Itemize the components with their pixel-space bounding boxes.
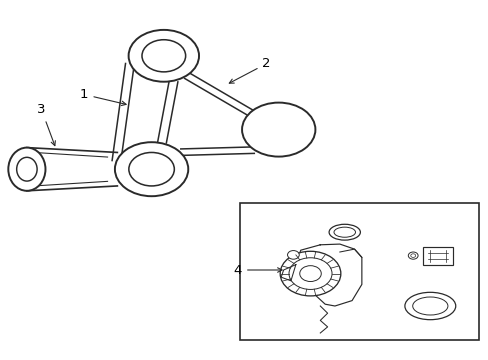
Ellipse shape [280,251,340,296]
Bar [239,203,478,340]
Ellipse shape [407,252,417,259]
Text: 1: 1 [80,88,126,105]
Ellipse shape [288,258,331,289]
Ellipse shape [328,224,360,240]
Text: 4: 4 [233,264,282,276]
Ellipse shape [287,251,299,259]
Ellipse shape [115,142,188,196]
Bar [422,247,452,265]
Text: 2: 2 [229,57,270,83]
Ellipse shape [412,297,447,315]
Ellipse shape [410,254,415,257]
Ellipse shape [333,227,355,237]
Ellipse shape [242,103,315,157]
Ellipse shape [404,292,455,320]
Ellipse shape [299,266,321,282]
Ellipse shape [8,148,45,191]
Text: 3: 3 [37,103,55,146]
Ellipse shape [128,30,199,82]
Ellipse shape [142,40,185,72]
Ellipse shape [17,157,37,181]
Ellipse shape [129,153,174,186]
